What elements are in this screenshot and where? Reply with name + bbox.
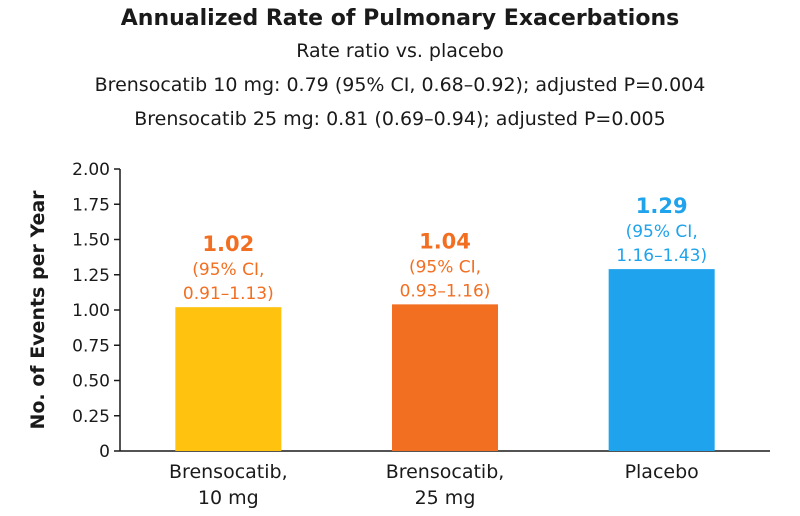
y-tick-label: 0.50 — [72, 372, 110, 392]
bar-ci-label: 1.16–1.43) — [616, 246, 707, 266]
y-tick-label: 1.75 — [72, 195, 110, 215]
bar-ci-label: (95% CI, — [192, 260, 264, 280]
subtitle-10mg: Brensocatib 10 mg: 0.79 (95% CI, 0.68–0.… — [94, 74, 706, 96]
y-tick-label: 0.25 — [72, 407, 110, 427]
y-tick-label: 2.00 — [72, 160, 110, 180]
y-axis-title: No. of Events per Year — [27, 190, 49, 430]
bar-ci-label: 0.91–1.13) — [183, 284, 274, 304]
bar-value-label: 1.04 — [419, 229, 471, 253]
y-tick-label: 1.00 — [72, 301, 110, 321]
x-category-label: Placebo — [625, 461, 699, 483]
bar-value-label: 1.29 — [636, 194, 688, 218]
x-category-label: Brensocatib, — [169, 461, 288, 483]
x-category-label: 10 mg — [198, 487, 259, 509]
y-tick-label: 0 — [99, 442, 110, 462]
y-tick-label: 0.75 — [72, 336, 110, 356]
bar-value-label: 1.02 — [202, 232, 254, 256]
bar-ci-label: (95% CI, — [409, 257, 481, 277]
bar — [175, 307, 282, 451]
subtitle-rate-ratio: Rate ratio vs. placebo — [296, 40, 504, 62]
x-category-label: 25 mg — [415, 487, 476, 509]
bar-ci-label: (95% CI, — [626, 222, 698, 242]
y-tick-label: 1.50 — [72, 231, 110, 251]
bar — [392, 304, 498, 451]
chart-title: Annualized Rate of Pulmonary Exacerbatio… — [120, 6, 680, 31]
bar — [608, 269, 715, 451]
y-tick-label: 1.25 — [72, 266, 110, 286]
x-category-label: Brensocatib, — [386, 461, 505, 483]
subtitle-25mg: Brensocatib 25 mg: 0.81 (0.69–0.94); adj… — [134, 108, 666, 130]
bar-ci-label: 0.93–1.16) — [400, 281, 491, 301]
